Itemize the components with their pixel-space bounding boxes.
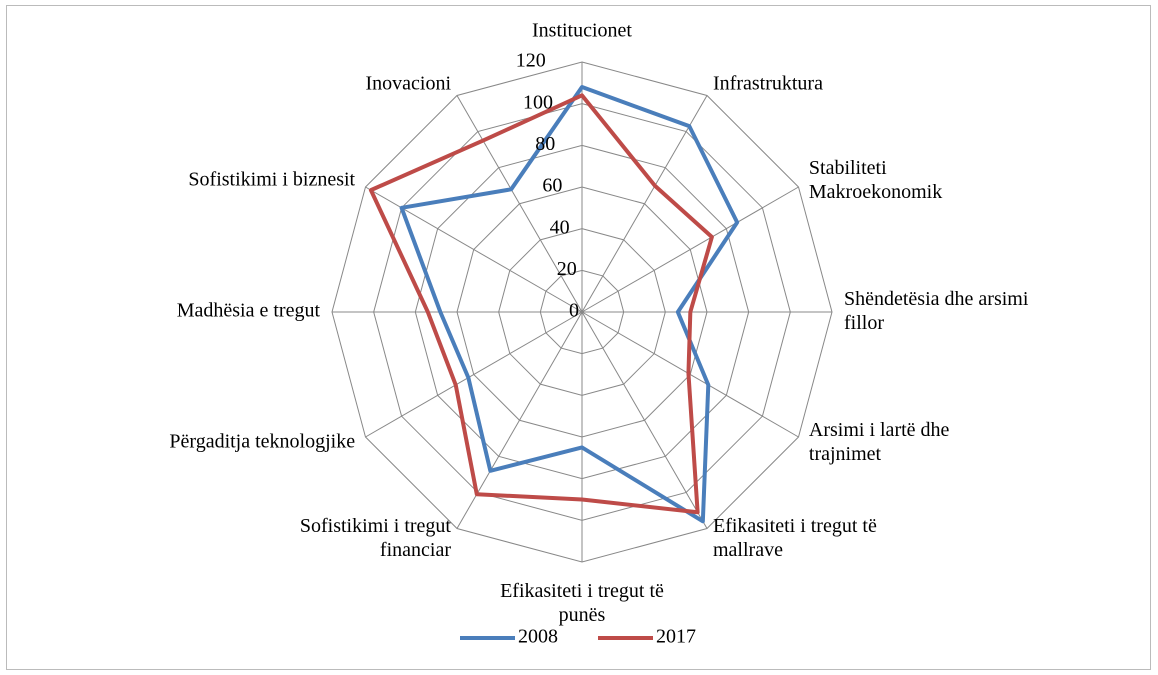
spoke — [581, 311, 708, 529]
category-label: Shëndetësia dhe arsimi fillor — [844, 288, 1029, 334]
y-tick-label: 120 — [516, 50, 546, 72]
spoke — [581, 95, 708, 313]
y-tick-label: 20 — [557, 258, 577, 280]
spoke — [365, 311, 583, 438]
category-label: Inovacioni — [365, 73, 451, 95]
y-tick-label: 80 — [535, 133, 555, 155]
category-label: Stabiliteti Makroekonomik — [809, 157, 942, 203]
y-tick-label: 0 — [569, 300, 579, 322]
category-label: Institucionet — [532, 20, 632, 42]
legend-label: 2017 — [656, 626, 696, 648]
category-label: Përgaditja teknologjike — [169, 431, 355, 453]
category-label: Efikasiteti i tregut të mallrave — [713, 514, 877, 560]
y-tick-label: 60 — [542, 175, 562, 197]
category-label: Arsimi i lartë dhe trajnimet — [809, 419, 950, 465]
spoke — [456, 95, 583, 313]
category-label: Madhësia e tregut — [177, 300, 321, 322]
series-line — [399, 85, 740, 524]
spoke — [581, 186, 799, 313]
category-label: Sofistikimi i biznesit — [188, 169, 355, 191]
legend-label: 2008 — [518, 626, 558, 648]
category-label: Efikasiteti i tregut të punës — [500, 580, 664, 626]
category-label: Infrastruktura — [713, 73, 823, 95]
category-label: Sofistikimi i tregut financiar — [300, 514, 452, 560]
series-line — [368, 93, 714, 515]
chart-frame — [6, 5, 1151, 670]
y-tick-label: 40 — [550, 216, 570, 238]
y-tick-label: 100 — [523, 91, 553, 113]
